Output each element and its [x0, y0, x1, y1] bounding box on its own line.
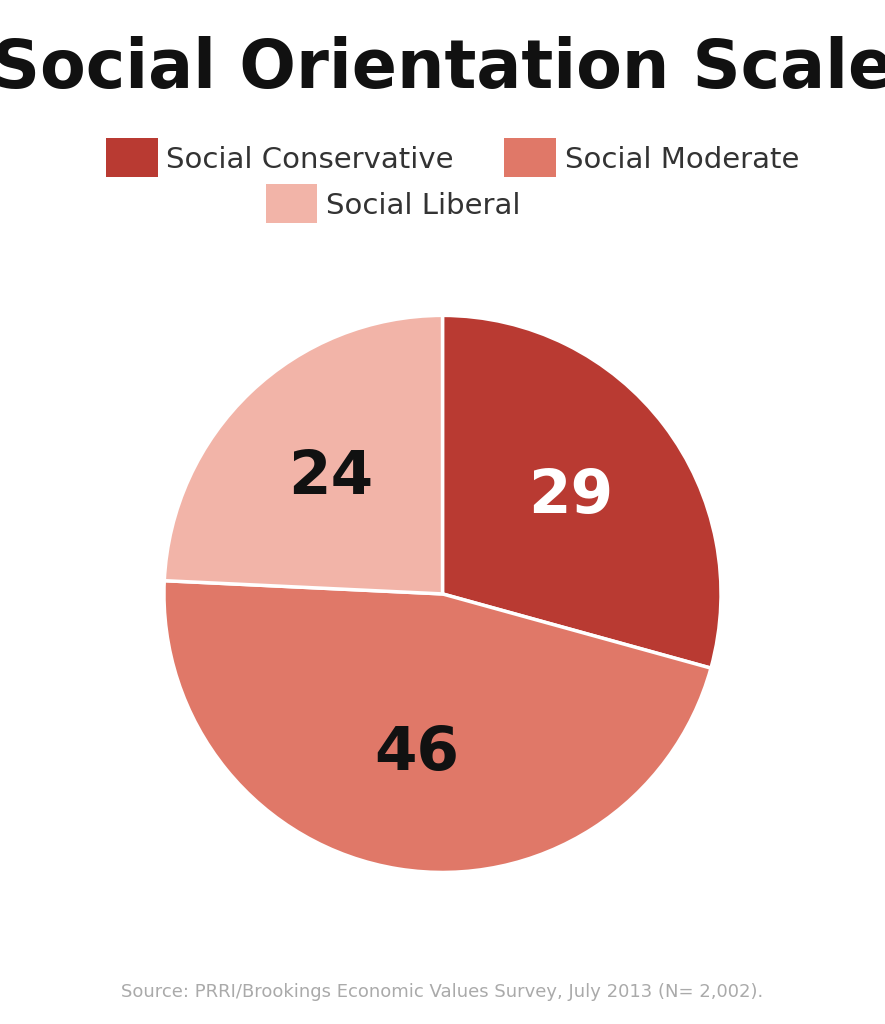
Text: 24: 24 — [289, 447, 373, 507]
Text: Social Conservative: Social Conservative — [166, 145, 454, 174]
Text: 29: 29 — [528, 467, 613, 525]
Text: Social Moderate: Social Moderate — [565, 145, 799, 174]
Text: 46: 46 — [374, 724, 459, 783]
Wedge shape — [164, 581, 711, 872]
Wedge shape — [165, 315, 442, 594]
Text: Social Orientation Scale: Social Orientation Scale — [0, 36, 885, 101]
Wedge shape — [442, 315, 721, 668]
Text: Social Liberal: Social Liberal — [326, 191, 520, 220]
Text: Source: PRRI/Brookings Economic Values Survey, July 2013 (N= 2,002).: Source: PRRI/Brookings Economic Values S… — [121, 983, 764, 1001]
